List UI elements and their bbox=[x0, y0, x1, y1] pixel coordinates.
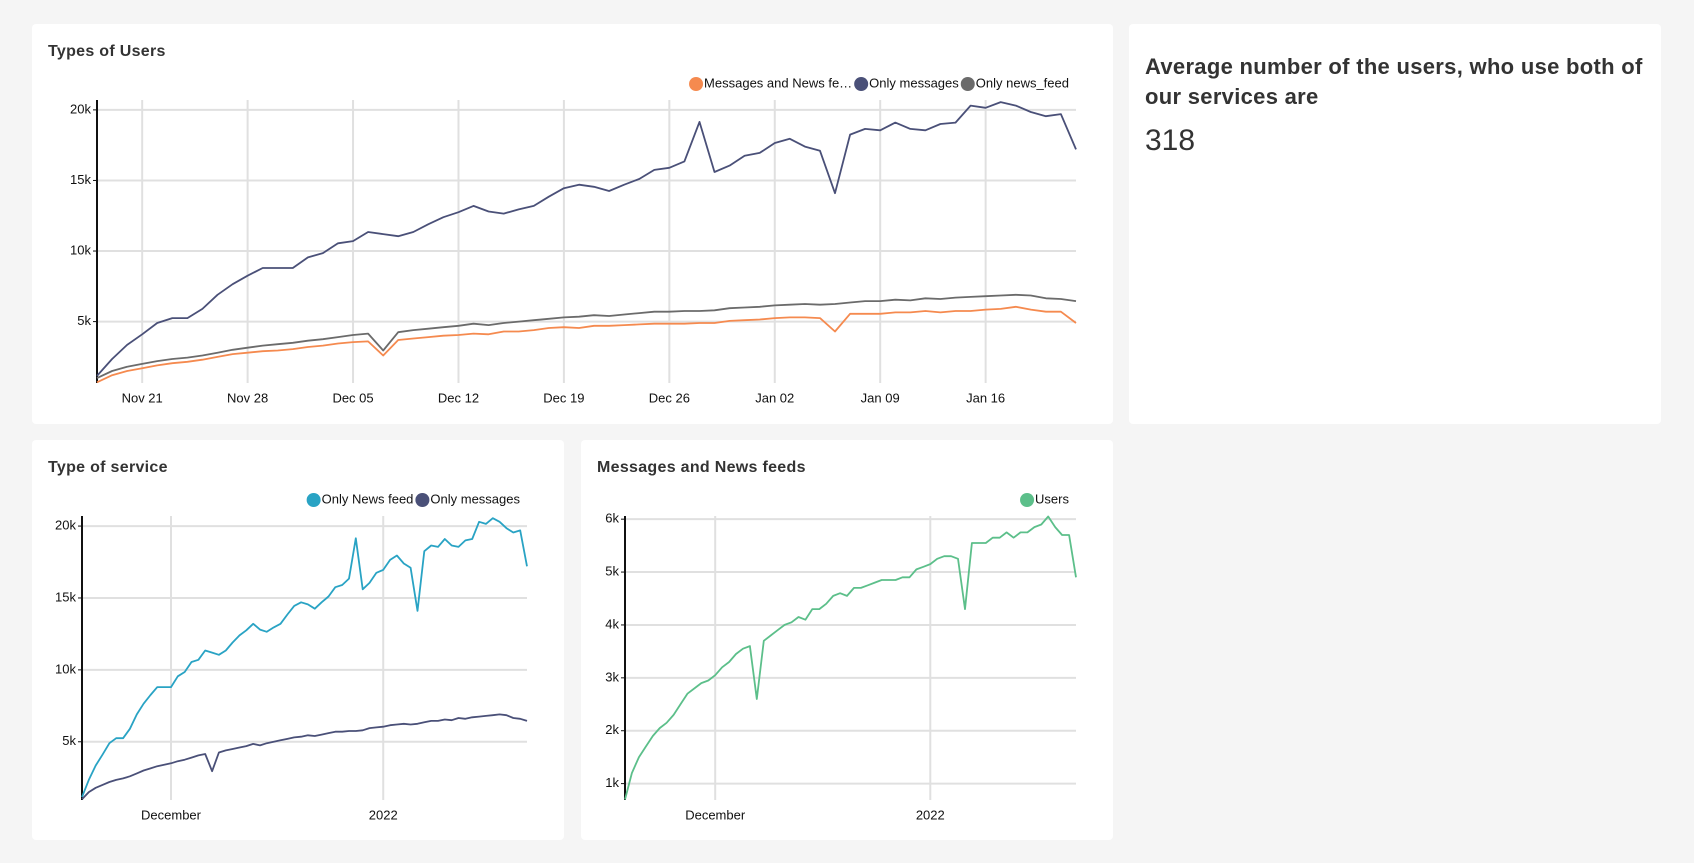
y-tick-label: 5k bbox=[62, 733, 76, 748]
line bbox=[624, 515, 1077, 800]
line bbox=[81, 517, 528, 798]
y-tick-label: 15k bbox=[70, 172, 91, 187]
chart-title: Type of service bbox=[48, 459, 168, 476]
legend-swatch bbox=[415, 493, 430, 507]
legend-item: Only news_feed bbox=[960, 75, 1069, 91]
legend-swatch bbox=[854, 77, 869, 91]
chart-title: Messages and News feeds bbox=[597, 459, 806, 476]
y-tick-label: 20k bbox=[55, 518, 76, 533]
x-tick-label: Dec 05 bbox=[332, 390, 373, 405]
legend-label: Only news_feed bbox=[976, 75, 1069, 90]
x-tick-label: Dec 19 bbox=[543, 390, 584, 405]
chart: Types of Users 5k 10k 15k 20k Nov 21 Nov 28 Dec… bbox=[48, 43, 1077, 405]
y-tick-label: 2k bbox=[605, 722, 619, 737]
legend-label: Only News feed bbox=[322, 491, 414, 506]
legend-swatch bbox=[689, 77, 704, 91]
y-tick-label: 15k bbox=[55, 589, 76, 604]
stat-title: Average number of the users, who use bot… bbox=[1145, 54, 1643, 109]
x-tick-label: 2022 bbox=[369, 807, 398, 822]
chart: Messages and News feeds 1k 2k 3k 4k 5k 6k Decem… bbox=[597, 459, 1077, 822]
x-tick-label: Jan 16 bbox=[966, 390, 1005, 405]
legend-item: Only messages bbox=[415, 491, 520, 507]
y-tick-label: 4k bbox=[605, 616, 619, 631]
y-tick-label: 10k bbox=[70, 242, 91, 257]
x-tick-label: Dec 12 bbox=[438, 390, 479, 405]
stat-value: 318 bbox=[1145, 124, 1196, 157]
x-tick-label: Jan 02 bbox=[755, 390, 794, 405]
x-tick-label: December bbox=[685, 807, 746, 822]
panel: Type of service 5k 10k 15k 20k December 2022 On… bbox=[32, 440, 564, 840]
line bbox=[96, 101, 1077, 377]
legend-swatch bbox=[1020, 493, 1035, 507]
y-tick-label: 10k bbox=[55, 661, 76, 676]
legend-label: Users bbox=[1035, 491, 1069, 506]
legend-item: Users bbox=[1020, 491, 1069, 507]
y-tick-label: 6k bbox=[605, 511, 619, 526]
panel: Messages and News feeds 1k 2k 3k 4k 5k 6k Decem… bbox=[581, 440, 1113, 840]
y-tick-label: 1k bbox=[605, 775, 619, 790]
legend-swatch bbox=[960, 77, 975, 91]
stat-panel: Average number of the users, who use bot… bbox=[1129, 24, 1661, 424]
legend-label: Only messages bbox=[430, 491, 520, 506]
x-tick-label: Jan 09 bbox=[861, 390, 900, 405]
legend-label: Only messages bbox=[869, 75, 959, 90]
legend-item: Only News feed bbox=[306, 491, 414, 507]
y-tick-label: 5k bbox=[77, 313, 91, 328]
legend-swatch bbox=[306, 493, 321, 507]
x-tick-label: December bbox=[141, 807, 202, 822]
chart: Type of service 5k 10k 15k 20k December 2022 On… bbox=[48, 459, 528, 822]
x-tick-label: Dec 26 bbox=[649, 390, 690, 405]
y-tick-label: 5k bbox=[605, 563, 619, 578]
panel: Types of Users 5k 10k 15k 20k Nov 21 Nov 28 Dec… bbox=[32, 24, 1113, 424]
y-tick-label: 20k bbox=[70, 101, 91, 116]
legend-label: Messages and News fe… bbox=[704, 75, 852, 90]
x-tick-label: 2022 bbox=[916, 807, 945, 822]
x-tick-label: Nov 28 bbox=[227, 390, 268, 405]
line bbox=[81, 713, 528, 800]
y-tick-label: 3k bbox=[605, 669, 619, 684]
line bbox=[96, 293, 1077, 379]
legend-item: Messages and News fe… bbox=[689, 75, 852, 91]
line bbox=[96, 305, 1077, 384]
x-tick-label: Nov 21 bbox=[122, 390, 163, 405]
legend-item: Only messages bbox=[854, 75, 959, 91]
chart-title: Types of Users bbox=[48, 43, 166, 60]
